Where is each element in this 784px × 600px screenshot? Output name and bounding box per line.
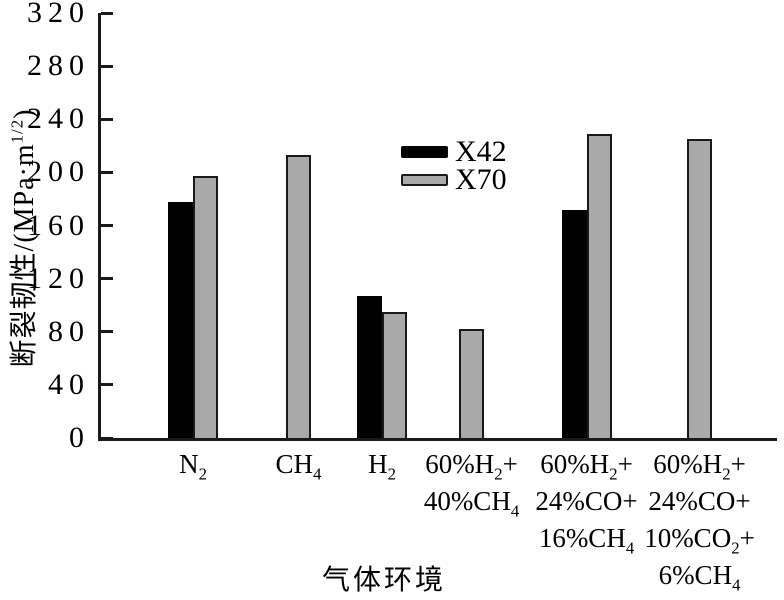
- y-tick-label-40: 40: [48, 367, 90, 401]
- plot-area: X42 X70: [98, 11, 777, 441]
- y-tick-280: [101, 64, 113, 68]
- y-tick-label-160: 160: [27, 208, 90, 242]
- legend-item-x42: X42: [401, 135, 507, 168]
- y-tick-0: [101, 436, 113, 440]
- y-tick-label-320: 320: [27, 0, 90, 29]
- bar-x42-group4: [561, 209, 587, 438]
- y-tick-80: [101, 330, 113, 334]
- bar-x70-group3: [459, 329, 484, 438]
- legend-swatch-x42: [401, 145, 448, 158]
- y-tick-40: [101, 383, 113, 387]
- y-tick-240: [101, 117, 113, 121]
- legend: X42 X70: [401, 135, 507, 196]
- category-label-5: 60%H2+ 24%CO+ 10%CO2+ 6%CH4: [644, 449, 755, 595]
- y-tick-320: [101, 11, 113, 15]
- x-axis-title: 气体环境: [322, 565, 447, 596]
- y-tick-label-280: 280: [27, 49, 90, 83]
- legend-swatch-x70: [401, 173, 448, 186]
- y-tick-label-200: 200: [27, 155, 90, 189]
- y-tick-200: [101, 170, 113, 174]
- y-tick-label-0: 0: [69, 421, 90, 454]
- y-tick-label-240: 240: [27, 102, 90, 136]
- bar-x42-group0: [168, 201, 193, 438]
- category-label-0: N2: [179, 449, 207, 484]
- category-label-3: 60%H2+ 40%CH4: [423, 449, 520, 521]
- y-tick-label-80: 80: [48, 314, 90, 348]
- bar-x42-group2: [357, 295, 382, 438]
- y-tick-160: [101, 224, 113, 227]
- legend-label-x42: X42: [455, 135, 507, 168]
- bar-x70-group0: [193, 176, 218, 438]
- category-label-2: H2: [368, 449, 396, 484]
- y-tick-120: [101, 277, 113, 281]
- category-label-1: CH4: [275, 449, 322, 484]
- y-tick-label-120: 120: [27, 261, 90, 295]
- category-label-4: 60%H2+ 24%CO+ 16%CH4: [535, 449, 638, 558]
- bar-x70-group1: [286, 155, 311, 438]
- legend-label-x70: X70: [455, 163, 507, 196]
- bar-x70-group2: [382, 311, 407, 438]
- legend-item-x70: X70: [401, 163, 507, 196]
- bar-x70-group4: [586, 133, 612, 438]
- bar-x70-group5: [687, 139, 712, 438]
